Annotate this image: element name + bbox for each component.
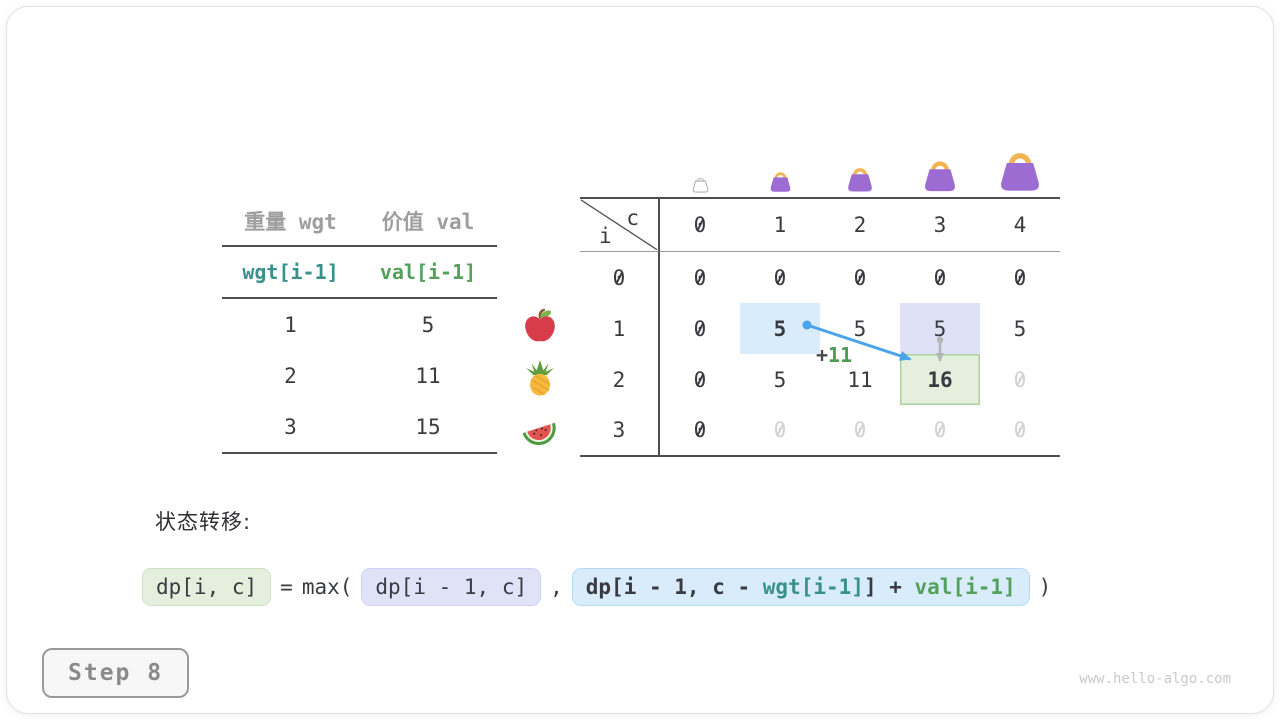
- dp-row-header: 2: [580, 354, 660, 405]
- added-value: 11: [828, 343, 853, 367]
- add-value-annotation: +11: [816, 343, 852, 367]
- dp-cell-pending: 0: [740, 405, 820, 455]
- dp-cell: 11: [847, 367, 873, 392]
- equals-sign: =: [280, 575, 293, 599]
- dp-cell-pending: 0: [820, 405, 900, 455]
- arg-take-prefix: dp[i - 1, c -: [585, 575, 763, 599]
- bag-icon-capacity-0: [691, 174, 710, 197]
- dp-table-corner-cell: c i: [580, 199, 660, 252]
- watermelon-icon: [519, 409, 557, 447]
- bag-icon-capacity-1: [768, 168, 793, 197]
- dp-table: c i 0 1 2 3 4 0 0 0 0 0 0 1 0 5 5 5 5 2 …: [580, 197, 1060, 457]
- formula-lhs: dp[i, c]: [142, 568, 272, 606]
- pineapple-icon: [521, 359, 559, 397]
- weights-values-table: 重量 wgt 价值 val wgt[i-1] val[i-1] 1 5 2 11…: [222, 197, 497, 454]
- value-column-header: 价值 val: [359, 197, 497, 247]
- dp-cell: 0: [980, 252, 1060, 303]
- weight-value: 2: [284, 363, 297, 388]
- item-value: 11: [415, 363, 441, 388]
- dp-cell: 0: [660, 354, 740, 405]
- arg-take-val: val[i-1]: [914, 575, 1016, 599]
- dp-cell-pending: 0: [980, 354, 1060, 405]
- state-transition-label: 状态转移:: [155, 510, 252, 534]
- formula-arg-take: dp[i - 1, c - wgt[i-1]] + val[i-1]: [571, 568, 1030, 606]
- dp-row-header: 1: [580, 303, 660, 354]
- dp-cell: 0: [660, 252, 740, 303]
- dp-col-header: 1: [740, 199, 820, 252]
- dp-cell-pending: 0: [980, 405, 1060, 455]
- dp-cell: 0: [660, 303, 740, 354]
- watermark-url: www.hello-algo.com: [1079, 671, 1231, 687]
- weight-column-header: 重量 wgt: [222, 197, 359, 247]
- max-function: max(: [301, 575, 353, 599]
- dp-col-header: 4: [980, 199, 1060, 252]
- formula-arg-skip: dp[i - 1, c]: [361, 568, 542, 606]
- state-transition-formula: dp[i, c] = max( dp[i - 1, c] , dp[i - 1,…: [142, 568, 1060, 606]
- dp-cell-pending: 0: [900, 405, 980, 455]
- weight-variable-label: wgt[i-1]: [222, 247, 359, 299]
- close-paren: ): [1038, 575, 1052, 599]
- dp-row-header: 0: [580, 252, 660, 303]
- plus-sign: +: [816, 343, 829, 367]
- dp-col-header: 2: [820, 199, 900, 252]
- dp-cell: 5: [1013, 316, 1027, 341]
- arg-take-mid: ] +: [863, 575, 915, 599]
- dp-row-header: 3: [580, 405, 660, 455]
- step-badge: Step 8: [42, 648, 190, 698]
- apple-icon: [521, 307, 559, 345]
- arg-take-wgt: wgt[i-1]: [762, 575, 864, 599]
- dp-cell: 0: [820, 252, 900, 303]
- dp-cell-above-highlighted: 5: [900, 303, 980, 354]
- dp-cell-source-highlighted: 5: [740, 303, 820, 354]
- dp-col-header: 3: [900, 199, 980, 252]
- dp-cell: 0: [740, 252, 820, 303]
- dp-cell-current-result: 16: [900, 354, 980, 405]
- dp-cell: 0: [900, 252, 980, 303]
- dp-cell: 5: [773, 367, 787, 392]
- step-badge-label: Step 8: [68, 660, 164, 686]
- dp-cell: 0: [660, 405, 740, 455]
- value-variable-label: val[i-1]: [359, 247, 497, 299]
- weight-value: 1: [284, 312, 297, 337]
- diagram-frame: 重量 wgt 价值 val wgt[i-1] val[i-1] 1 5 2 11…: [6, 6, 1274, 714]
- item-value: 5: [421, 312, 435, 337]
- dp-col-header: 0: [660, 199, 740, 252]
- column-variable-label: c: [626, 206, 639, 230]
- comma-separator: ,: [550, 575, 563, 599]
- item-value: 15: [415, 414, 441, 439]
- row-variable-label: i: [599, 224, 612, 248]
- diagonal-divider: [580, 199, 658, 251]
- bag-icon-capacity-2: [845, 163, 875, 197]
- bag-icon-capacity-4: [996, 145, 1044, 197]
- bag-icon-capacity-3: [921, 155, 959, 197]
- weight-value: 3: [284, 414, 297, 439]
